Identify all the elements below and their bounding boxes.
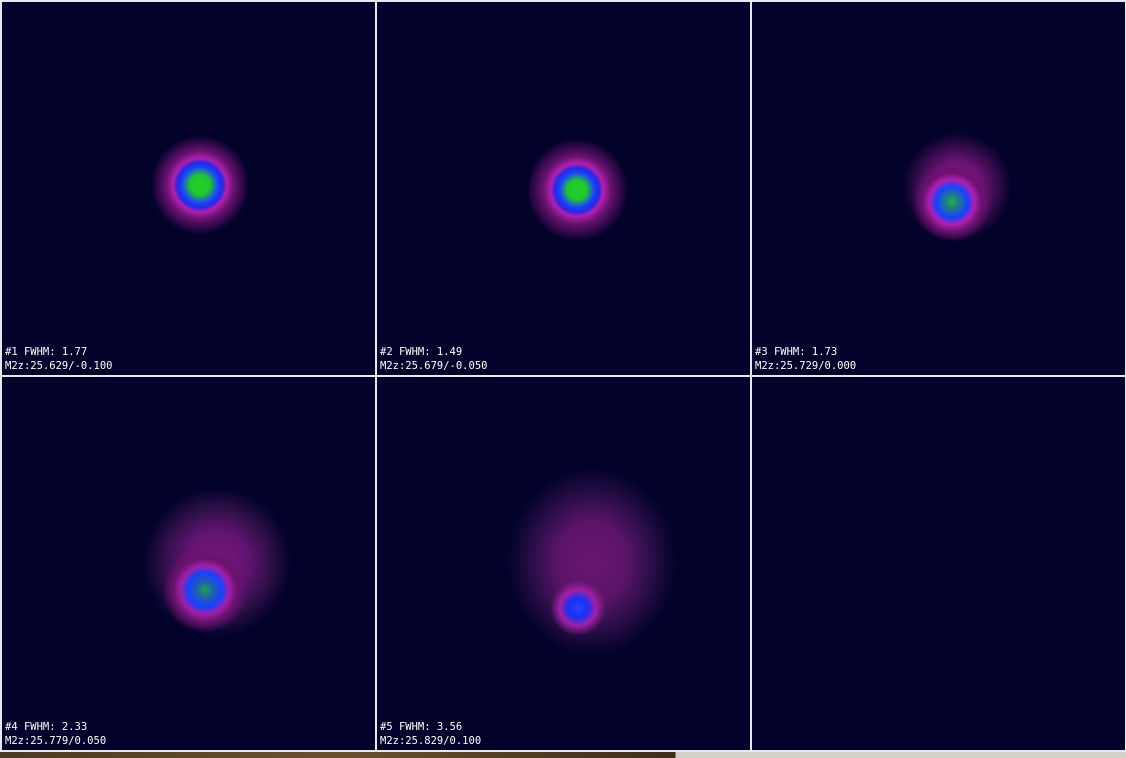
star-image xyxy=(162,547,248,633)
empty-panel xyxy=(752,377,1125,750)
fwhm-label: #5 FWHM: 3.56 xyxy=(380,721,463,733)
star-panel-1[interactable]: #1 FWHM: 1.77 M2z:25.629/-0.100 xyxy=(2,2,375,375)
m2z-label: M2z:25.629/-0.100 xyxy=(5,360,113,372)
star-panel-2[interactable]: #2 FWHM: 1.49 M2z:25.679/-0.050 xyxy=(377,2,750,375)
fwhm-label: #2 FWHM: 1.49 xyxy=(380,346,463,358)
fwhm-label: #4 FWHM: 2.33 xyxy=(5,721,88,733)
star-image xyxy=(912,162,992,242)
m2z-label: M2z:25.729/0.000 xyxy=(755,360,857,372)
m2z-label: M2z:25.779/0.050 xyxy=(5,735,107,747)
fwhm-label: #3 FWHM: 1.73 xyxy=(755,346,838,358)
star-panel-5[interactable]: #5 FWHM: 3.56 M2z:25.829/0.100 xyxy=(377,377,750,750)
star-image xyxy=(529,138,629,242)
desktop-strip xyxy=(0,752,1126,758)
star-panel-4[interactable]: #4 FWHM: 2.33 M2z:25.779/0.050 xyxy=(2,377,375,750)
fwhm-label: #1 FWHM: 1.77 xyxy=(5,346,88,358)
m2z-label: M2z:25.679/-0.050 xyxy=(380,360,488,372)
star-image xyxy=(550,580,606,636)
star-image xyxy=(150,135,250,235)
star-panel-3[interactable]: #3 FWHM: 1.73 M2z:25.729/0.000 xyxy=(752,2,1125,375)
m2z-label: M2z:25.829/0.100 xyxy=(380,735,482,747)
